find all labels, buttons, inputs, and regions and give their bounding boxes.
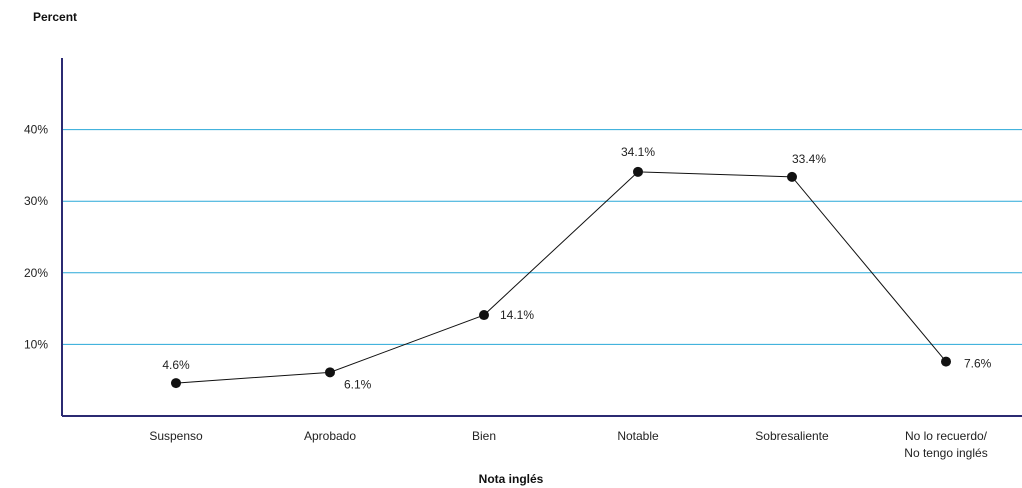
data-label: 4.6% bbox=[162, 358, 190, 372]
data-point bbox=[787, 171, 797, 182]
y-tick-label: 40% bbox=[24, 123, 48, 137]
x-tick-label: No lo recuerdo/No tengo inglés bbox=[904, 429, 987, 460]
data-label: 6.1% bbox=[344, 377, 372, 391]
data-point bbox=[171, 378, 181, 389]
series-line bbox=[175, 171, 947, 384]
x-tick-label: Bien bbox=[472, 429, 496, 443]
y-tick-label: 10% bbox=[24, 337, 48, 351]
y-axis-title: Percent bbox=[33, 10, 78, 24]
x-tick-label: Sobresaliente bbox=[755, 429, 829, 443]
x-tick-label: Suspenso bbox=[149, 429, 203, 443]
x-tick-label: Notable bbox=[617, 429, 659, 443]
y-tick-label: 20% bbox=[24, 266, 48, 280]
data-point bbox=[941, 356, 951, 367]
data-point bbox=[325, 367, 335, 378]
x-axis-title: Nota inglés bbox=[478, 472, 544, 486]
data-label: 34.1% bbox=[621, 145, 655, 159]
data-point bbox=[633, 166, 643, 177]
data-point bbox=[479, 310, 489, 321]
data-label: 7.6% bbox=[964, 357, 992, 371]
data-label: 33.4% bbox=[792, 152, 826, 166]
x-tick-label: Aprobado bbox=[304, 429, 356, 443]
y-tick-label: 30% bbox=[24, 194, 48, 208]
data-label: 14.1% bbox=[500, 308, 534, 322]
